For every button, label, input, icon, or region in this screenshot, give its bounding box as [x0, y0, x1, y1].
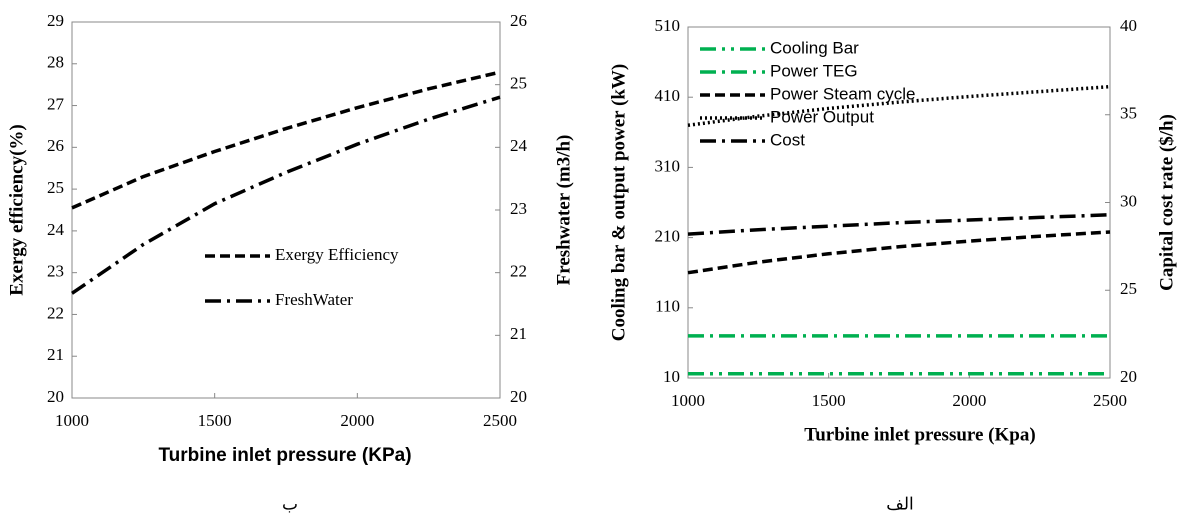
y-axis-title: Exergy efficiency(%): [6, 124, 27, 295]
y2-tick-label: 35: [1120, 104, 1137, 123]
y2-tick-label: 21: [510, 324, 527, 343]
plot-frame: [687, 26, 1111, 379]
y-tick-label: 26: [47, 136, 64, 155]
y2-tick-label: 22: [510, 262, 527, 281]
y-tick-label: 210: [655, 227, 681, 246]
x-axis-title: Turbine inlet pressure (KPa): [158, 445, 411, 466]
y-axis-title: Cooling bar & output power (kW): [608, 64, 629, 341]
y2-tick-label: 23: [510, 199, 527, 218]
y2-axis-title: Freshwater (m3/h): [553, 135, 574, 286]
legend-label: Power Steam cycle: [770, 84, 916, 103]
caption: ب: [282, 494, 298, 513]
legend-label: Power Output: [770, 107, 874, 126]
y-tick-label: 310: [655, 156, 681, 175]
y-tick-label: 27: [47, 94, 65, 113]
y2-tick-label: 40: [1120, 16, 1137, 35]
y2-tick-label: 25: [510, 74, 527, 93]
legend-label: FreshWater: [275, 290, 353, 309]
y2-tick-label: 30: [1120, 191, 1137, 210]
series-line: [687, 230, 1111, 275]
legend-label: Power TEG: [770, 61, 858, 80]
caption: الف: [886, 494, 914, 513]
series-line: [687, 84, 1111, 128]
legend-label: Cooling Bar: [770, 38, 859, 57]
y-tick-label: 410: [655, 86, 681, 105]
x-tick-label: 2500: [483, 411, 517, 430]
y2-tick-label: 25: [1120, 279, 1137, 298]
y-tick-label: 29: [47, 11, 64, 30]
y-tick-label: 20: [47, 387, 64, 406]
series-line: [71, 95, 501, 295]
series-line: [687, 213, 1111, 236]
y2-tick-label: 24: [510, 136, 528, 155]
y2-tick-label: 26: [510, 11, 527, 30]
y-tick-label: 110: [655, 297, 680, 316]
x-tick-label: 2000: [952, 391, 986, 410]
y2-tick-label: 20: [1120, 367, 1137, 386]
y2-axis-title: Capital cost rate ($/h): [1156, 114, 1177, 291]
x-tick-label: 2500: [1093, 391, 1127, 410]
y-tick-label: 22: [47, 303, 64, 322]
x-tick-label: 1500: [812, 391, 846, 410]
x-axis-title: Turbine inlet pressure (Kpa): [804, 424, 1035, 445]
x-tick-label: 1000: [671, 391, 705, 410]
y-tick-label: 23: [47, 262, 64, 281]
plot-frame: [71, 21, 501, 399]
y-tick-label: 21: [47, 345, 64, 364]
y-tick-label: 28: [47, 53, 64, 72]
x-tick-label: 2000: [340, 411, 374, 430]
y2-tick-label: 20: [510, 387, 527, 406]
x-tick-label: 1500: [198, 411, 232, 430]
y-tick-label: 25: [47, 178, 64, 197]
legend-label: Exergy Efficiency: [275, 245, 399, 264]
y-tick-label: 10: [663, 367, 680, 386]
x-tick-label: 1000: [55, 411, 89, 430]
y-tick-label: 510: [655, 16, 681, 35]
legend-label: Cost: [770, 130, 805, 149]
series-line: [71, 70, 501, 210]
y-tick-label: 24: [47, 220, 65, 239]
